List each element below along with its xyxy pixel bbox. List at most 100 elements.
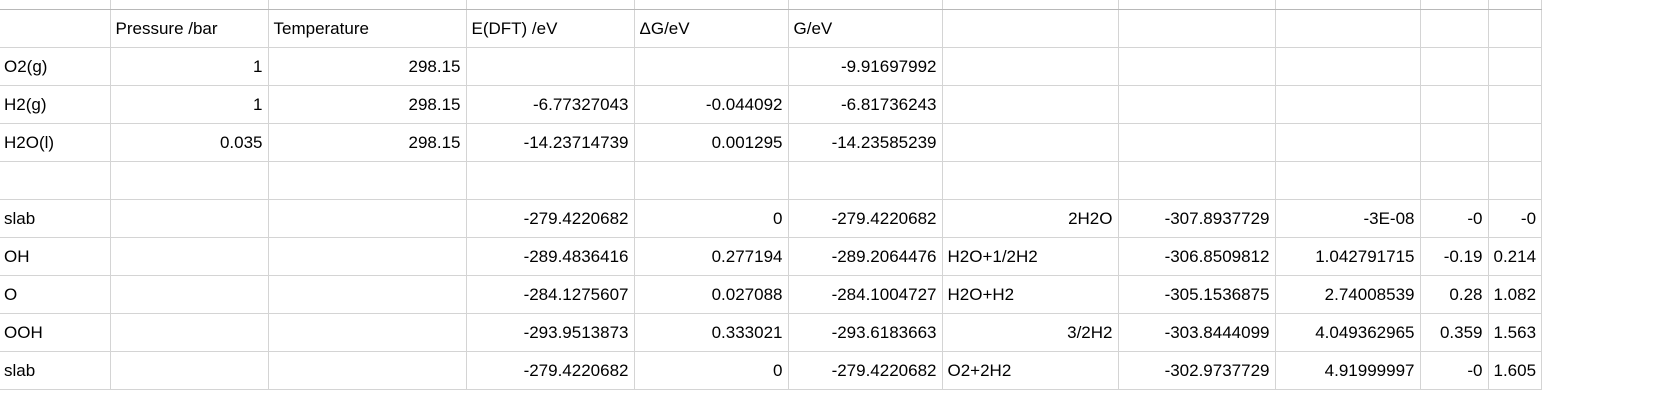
cell[interactable]: 0.027088 [634,275,789,314]
cell[interactable] [1118,85,1276,124]
partial-cell[interactable] [1488,0,1543,10]
cell[interactable]: -9.91697992 [788,47,943,86]
cell[interactable]: 0.035 [110,123,269,162]
cell[interactable]: -279.4220682 [788,199,943,238]
cell[interactable] [1275,161,1421,200]
cell[interactable] [942,9,1119,48]
cell[interactable] [268,161,467,200]
cell[interactable] [1488,123,1543,162]
cell[interactable]: -14.23714739 [466,123,635,162]
cell[interactable] [1420,85,1489,124]
cell[interactable]: -279.4220682 [788,351,943,390]
cell[interactable]: 0 [634,351,789,390]
cell[interactable]: 298.15 [268,47,467,86]
cell[interactable] [110,199,269,238]
cell[interactable]: 0.214 [1488,237,1543,276]
cell[interactable] [1118,9,1276,48]
cell[interactable]: -306.8509812 [1118,237,1276,276]
cell[interactable]: O [0,275,111,314]
cell[interactable] [268,351,467,390]
cell[interactable]: -279.4220682 [466,199,635,238]
cell[interactable] [788,161,943,200]
cell[interactable] [0,9,111,48]
cell[interactable] [942,85,1119,124]
cell[interactable]: -0 [1420,351,1489,390]
cell[interactable] [1275,85,1421,124]
cell[interactable]: O2(g) [0,47,111,86]
cell[interactable] [1118,47,1276,86]
cell[interactable] [110,275,269,314]
cell[interactable]: slab [0,351,111,390]
cell[interactable]: -6.81736243 [788,85,943,124]
cell[interactable] [942,123,1119,162]
cell[interactable] [1275,123,1421,162]
cell[interactable]: -0.044092 [634,85,789,124]
cell[interactable]: 1.563 [1488,313,1543,352]
cell[interactable]: 4.91999997 [1275,351,1421,390]
partial-cell[interactable] [1118,0,1276,10]
cell[interactable]: ΔG/eV [634,9,789,48]
cell[interactable]: -0 [1420,199,1489,238]
cell[interactable] [466,161,635,200]
cell[interactable]: 3/2H2 [942,313,1119,352]
cell[interactable] [1420,9,1489,48]
cell[interactable] [268,199,467,238]
cell[interactable] [1488,161,1543,200]
partial-cell[interactable] [268,0,467,10]
cell[interactable] [942,47,1119,86]
cell[interactable] [110,161,269,200]
cell[interactable]: 2H2O [942,199,1119,238]
cell[interactable]: -0.19 [1420,237,1489,276]
cell[interactable]: 1.605 [1488,351,1543,390]
partial-cell[interactable] [110,0,269,10]
cell[interactable]: 298.15 [268,123,467,162]
cell[interactable]: 0.277194 [634,237,789,276]
cell[interactable]: 1.082 [1488,275,1543,314]
cell[interactable] [634,47,789,86]
partial-cell[interactable] [634,0,789,10]
partial-cell[interactable] [1420,0,1489,10]
cell[interactable]: 1 [110,85,269,124]
cell[interactable]: -307.8937729 [1118,199,1276,238]
cell[interactable]: 0.333021 [634,313,789,352]
cell[interactable]: -303.8444099 [1118,313,1276,352]
cell[interactable] [634,161,789,200]
cell[interactable]: 298.15 [268,85,467,124]
cell[interactable]: -284.1004727 [788,275,943,314]
cell[interactable]: H2O(l) [0,123,111,162]
cell[interactable]: -289.4836416 [466,237,635,276]
cell[interactable] [1488,47,1543,86]
partial-cell[interactable] [942,0,1119,10]
cell[interactable]: OH [0,237,111,276]
cell[interactable]: H2(g) [0,85,111,124]
cell[interactable]: -0 [1488,199,1543,238]
cell[interactable]: -305.1536875 [1118,275,1276,314]
cell[interactable] [1118,123,1276,162]
cell[interactable] [268,313,467,352]
cell[interactable]: OOH [0,313,111,352]
cell[interactable]: -284.1275607 [466,275,635,314]
cell[interactable]: Temperature [268,9,467,48]
cell[interactable]: -293.6183663 [788,313,943,352]
cell[interactable] [110,237,269,276]
cell[interactable]: 2.74008539 [1275,275,1421,314]
partial-cell[interactable] [0,0,111,10]
cell[interactable]: 0.28 [1420,275,1489,314]
cell[interactable] [268,275,467,314]
cell[interactable] [110,351,269,390]
cell[interactable] [466,47,635,86]
cell[interactable] [942,161,1119,200]
cell[interactable]: -14.23585239 [788,123,943,162]
cell[interactable]: 4.049362965 [1275,313,1421,352]
cell[interactable]: E(DFT) /eV [466,9,635,48]
cell[interactable]: -3E-08 [1275,199,1421,238]
cell[interactable] [1118,161,1276,200]
cell[interactable] [1488,9,1543,48]
cell[interactable]: Pressure /bar [110,9,269,48]
cell[interactable] [1420,161,1489,200]
cell[interactable]: -289.2064476 [788,237,943,276]
cell[interactable]: 0.359 [1420,313,1489,352]
cell[interactable] [1420,47,1489,86]
cell[interactable]: O2+2H2 [942,351,1119,390]
cell[interactable]: H2O+H2 [942,275,1119,314]
